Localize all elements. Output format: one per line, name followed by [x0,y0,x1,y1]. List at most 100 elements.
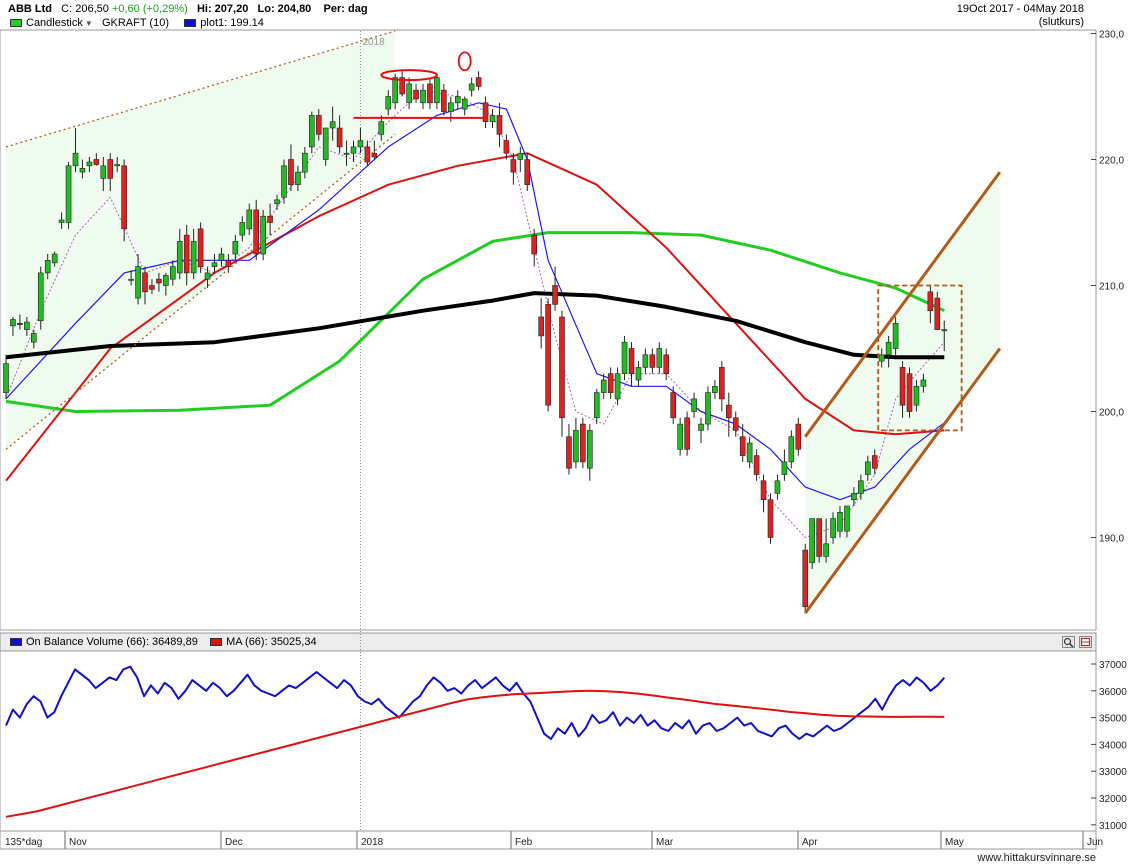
candle-body [58,219,65,223]
obv-tick-label: 31000 [1099,821,1127,832]
candle-body [468,83,475,91]
candle-body [816,518,822,557]
candle-body [614,373,621,400]
candle-body [496,115,503,135]
candle-body [37,272,44,322]
candle-body [899,367,906,406]
x-tick-label: Apr [802,837,818,848]
candle-body [802,549,809,608]
candle-body [871,455,878,469]
obv-tick-label: 34000 [1099,740,1127,751]
uptrend-lower-line [5,133,396,450]
candle-body [441,89,447,112]
candle-body [142,272,148,293]
candle-body [503,140,510,154]
year-label: 2018 [362,37,385,48]
candle-body [135,266,141,299]
obv-tick-label: 35000 [1099,714,1127,725]
watermark: www.hittakursvinnare.se [977,852,1096,864]
candle-body [732,417,739,431]
candle-body [183,234,190,274]
top-circle [457,51,472,72]
candle-body [753,455,760,475]
candle-body [684,417,690,450]
candle-body [642,354,649,368]
candle-body [885,341,892,356]
candle-body [920,379,927,387]
x-tick-label: Mar [656,837,674,848]
candle-body [475,77,482,87]
candle-body [795,423,802,450]
candle-body [114,164,120,167]
date-range: 19Oct 2017 - 04May 2018 [956,3,1084,15]
candle-body [253,209,259,255]
legend-gkraft[interactable]: GKRAFT (10) [101,17,169,29]
candle-body [586,430,593,469]
candle-body [72,152,79,167]
candle-body [17,322,23,325]
legend-candlestick[interactable]: Candlestick ▼ [10,17,93,29]
candle-body [663,354,670,374]
candle-body [788,436,795,463]
candle-body [350,146,357,154]
candle-body [545,304,551,406]
obv-tick-label: 36000 [1099,687,1127,698]
candle-body [128,278,134,281]
candle-body [336,127,343,148]
candle-body [927,291,934,311]
candle-body [170,266,176,280]
rising-channel-upper-line [804,171,1002,438]
candle-body [941,329,948,332]
x-tick-label: Nov [69,837,87,848]
candle-body [552,285,558,305]
candle-body [712,385,718,393]
obv-tick-label: 37000 [1099,660,1127,671]
candle-body [892,322,899,349]
candlestick-swatch-icon [10,19,22,28]
candle-body [482,102,489,123]
candle-body [823,543,829,557]
high-value: Hi: 207,20 [196,3,249,15]
rising-channel-lower-line [804,347,1002,614]
x-tick-label: Dec [225,837,243,848]
candle-body [538,316,544,337]
candle-body [746,442,753,463]
candle-body [44,259,51,274]
candle-body [288,159,294,186]
candle-body [489,115,496,123]
candle-body [705,392,711,425]
obv-tick-label: 33000 [1099,767,1127,778]
candle-body [385,96,392,110]
candle-body [858,480,864,494]
price-tick-label: 220,0 [1099,156,1124,167]
candle-body [232,241,239,255]
zoom-icon[interactable] [1062,636,1075,648]
candle-body [725,404,732,419]
header-bar [0,0,1096,30]
candle-body [308,115,315,148]
candle-body [274,199,280,204]
candle-body [447,102,454,112]
candle-body [121,165,127,230]
change-value: +0,60 (+0,29%) [111,3,188,15]
settings-icon[interactable] [1079,636,1092,648]
legend-plot1[interactable]: plot1: 199.14 [184,17,264,29]
candle-body [86,161,93,167]
candle-body [371,152,378,158]
candle-body [739,436,746,456]
candle-body [760,480,767,500]
candle-body [767,499,774,538]
legend-obv[interactable]: On Balance Volume (66): 36489,89 [10,636,198,648]
candle-body [281,165,287,198]
consolidation-box [877,284,963,432]
header-quote: ABB Ltd C: 206,50 +0,60 (+0,29%) Hi: 207… [8,3,368,15]
candle-body [378,121,385,135]
legend-obv-ma[interactable]: MA (66): 35025,34 [210,636,317,648]
candle-body [392,77,399,104]
candle-body [239,222,246,236]
candle-body [844,505,850,532]
candle-body [454,96,461,104]
chevron-down-icon[interactable]: ▼ [84,19,93,28]
candle-body [427,83,433,104]
low-value: Lo: 204,80 [257,3,312,15]
